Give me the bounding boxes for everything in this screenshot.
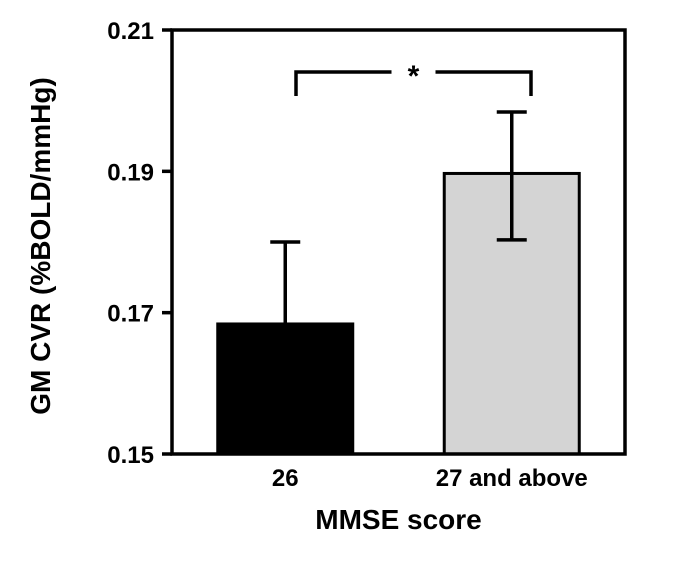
x-axis-labels: 26 27 and above <box>272 465 588 492</box>
y-tick-label-2: 0.19 <box>107 159 154 186</box>
error-bars-layer <box>270 110 527 324</box>
x-tick-label-0: 26 <box>272 465 299 492</box>
x-tick-label-1: 27 and above <box>436 465 588 492</box>
y-tick-label-1: 0.17 <box>107 301 154 328</box>
y-axis-ticks: 0.15 0.17 0.19 0.21 <box>107 18 172 469</box>
bar-0 <box>216 322 355 456</box>
plot-frame <box>170 28 627 456</box>
bars-layer <box>216 171 581 456</box>
y-tick-label-3: 0.21 <box>107 18 154 45</box>
x-axis-title: MMSE score <box>315 504 482 535</box>
significance-star: * <box>408 60 420 93</box>
significance-label-gap <box>391 66 436 78</box>
y-axis-title: GM CVR (%BOLD/mmHg) <box>25 77 56 415</box>
significance-bracket: * <box>294 60 533 96</box>
y-tick-label-0: 0.15 <box>107 442 154 469</box>
